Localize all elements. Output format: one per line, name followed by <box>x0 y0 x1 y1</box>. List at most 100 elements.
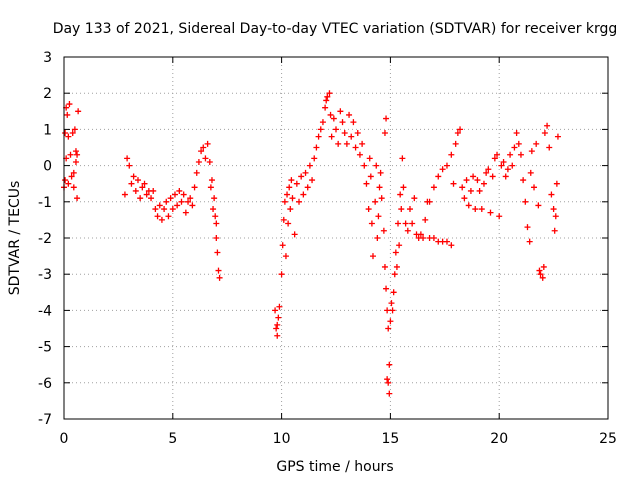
data-point <box>520 177 527 184</box>
data-point <box>69 130 76 137</box>
data-point <box>165 213 172 220</box>
data-point <box>158 216 165 223</box>
data-point <box>210 206 217 213</box>
data-point <box>439 166 446 173</box>
data-point <box>276 303 283 310</box>
y-tick-label: -3 <box>38 267 52 283</box>
data-point <box>417 231 424 238</box>
data-point <box>185 198 192 205</box>
data-point <box>315 133 322 140</box>
data-point <box>65 133 72 140</box>
data-point <box>450 180 457 187</box>
data-point <box>430 184 437 191</box>
y-tick-label: 2 <box>43 86 52 102</box>
data-point <box>548 191 555 198</box>
data-point <box>284 191 291 198</box>
y-tick-label: 0 <box>43 159 52 175</box>
data-point <box>287 206 294 213</box>
data-point <box>130 173 137 180</box>
data-point <box>313 144 320 151</box>
data-point <box>74 151 81 158</box>
data-point <box>544 122 551 129</box>
data-point <box>346 111 353 118</box>
data-point <box>388 300 395 307</box>
data-point <box>152 206 159 213</box>
data-point <box>296 198 303 205</box>
data-point <box>367 173 374 180</box>
data-point <box>143 191 150 198</box>
data-point <box>350 119 357 126</box>
data-point <box>187 195 194 202</box>
data-point <box>551 227 558 234</box>
data-point <box>337 108 344 115</box>
data-point <box>124 155 131 162</box>
data-point <box>272 307 279 314</box>
data-point <box>356 151 363 158</box>
data-point <box>374 235 381 241</box>
data-point <box>389 307 396 314</box>
data-point <box>489 173 496 180</box>
data-point <box>66 101 73 108</box>
data-point <box>500 158 507 165</box>
data-point <box>381 130 388 137</box>
data-point <box>216 274 223 281</box>
data-point <box>478 206 485 213</box>
data-point <box>208 177 215 184</box>
data-point <box>126 162 133 169</box>
data-point <box>150 187 157 194</box>
data-point <box>546 144 553 151</box>
data-point <box>178 198 185 205</box>
data-point <box>298 173 305 180</box>
data-point <box>141 180 148 187</box>
data-point <box>483 169 490 176</box>
data-point <box>354 130 361 137</box>
data-point <box>384 376 391 383</box>
data-point <box>539 274 546 281</box>
data-point <box>161 206 168 213</box>
data-point <box>211 195 218 202</box>
data-point <box>368 220 375 227</box>
data-point <box>511 144 518 151</box>
data-point <box>169 206 176 213</box>
data-point <box>71 126 78 133</box>
data-point <box>553 180 560 187</box>
data-point <box>330 115 337 122</box>
data-point <box>341 130 348 137</box>
y-tick-label: -2 <box>38 231 52 247</box>
data-point <box>480 180 487 187</box>
data-point <box>293 180 300 187</box>
data-point <box>494 151 501 158</box>
data-point <box>333 126 339 133</box>
data-point <box>400 184 407 191</box>
data-point <box>391 271 398 278</box>
data-point <box>504 166 511 173</box>
data-point <box>191 184 198 191</box>
data-point <box>517 151 524 158</box>
data-point <box>72 158 79 165</box>
data-point <box>72 148 79 155</box>
data-point <box>385 379 392 386</box>
data-point <box>554 133 561 140</box>
data-point <box>273 325 280 332</box>
data-point <box>156 202 163 209</box>
data-point <box>311 155 318 162</box>
data-point <box>380 227 387 234</box>
y-tick-label: 1 <box>43 122 52 138</box>
data-point <box>540 263 547 270</box>
data-point <box>326 90 333 97</box>
data-point <box>537 271 544 278</box>
data-point <box>375 213 382 220</box>
data-point <box>550 206 557 213</box>
data-point <box>386 361 393 368</box>
data-point <box>309 177 316 184</box>
data-point <box>491 155 498 162</box>
data-point <box>285 220 292 227</box>
data-point <box>392 249 399 256</box>
data-point <box>70 184 77 191</box>
data-point <box>279 242 286 249</box>
data-point <box>275 314 282 321</box>
data-point <box>148 195 155 202</box>
data-point <box>395 220 402 227</box>
data-point <box>409 220 416 227</box>
data-point <box>176 187 183 194</box>
